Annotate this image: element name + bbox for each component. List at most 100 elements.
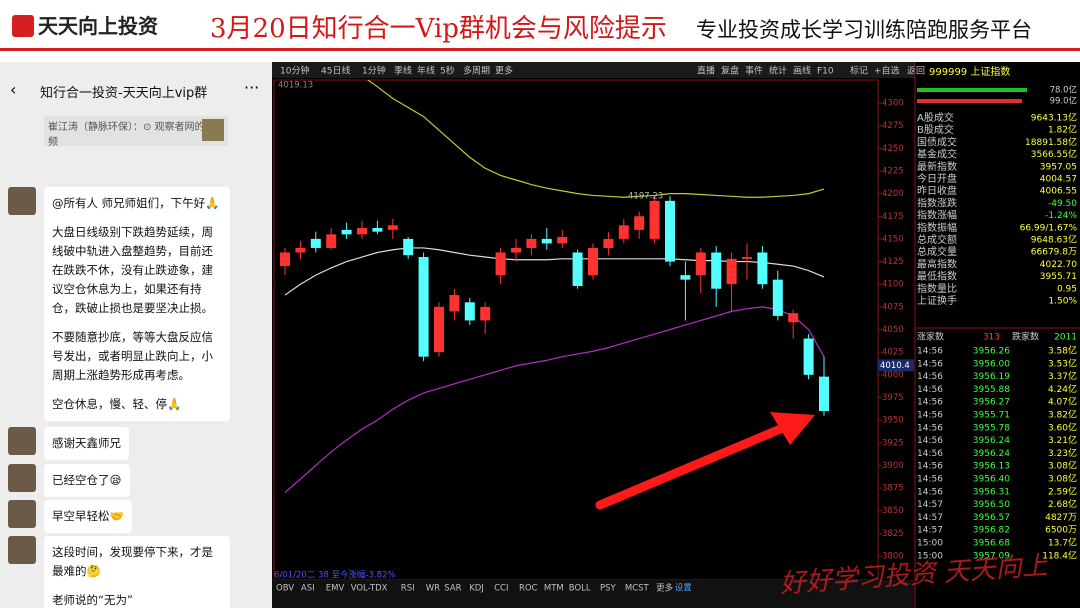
- period-tab[interactable]: 10分钟: [280, 65, 309, 77]
- candle-body: [341, 229, 352, 235]
- stat-value: 4022.70: [1040, 260, 1077, 270]
- tool-tab[interactable]: 画线: [793, 65, 811, 77]
- tick-time: 14:56: [917, 347, 943, 357]
- period-tab[interactable]: 年线: [417, 65, 435, 77]
- indicator-tab[interactable]: RSI: [401, 584, 415, 594]
- period-tab[interactable]: 多周期: [463, 65, 490, 77]
- candle-body: [541, 238, 552, 244]
- tick-time: 14:56: [917, 385, 943, 395]
- stat-label: 基金成交: [917, 148, 957, 161]
- stat-value: 3566.55亿: [1031, 148, 1077, 160]
- candle-body: [819, 376, 829, 412]
- indicator-tab[interactable]: MCST: [625, 584, 650, 594]
- index-name: 999999 上证指数: [929, 65, 1010, 78]
- tool-tab[interactable]: F10: [817, 67, 834, 77]
- candle-body: [357, 228, 367, 235]
- tick-volume: 3.21亿: [1048, 434, 1077, 446]
- candle-body: [695, 252, 706, 276]
- y-tick-label: 3900: [882, 461, 904, 471]
- indicator-tab[interactable]: PSY: [600, 584, 617, 594]
- stat-value: 9643.13亿: [1031, 112, 1077, 124]
- y-tick-label: 3925: [882, 438, 904, 448]
- message-text: 感谢天鑫师兄: [52, 436, 121, 450]
- candle-body: [772, 279, 783, 316]
- period-tab[interactable]: 季线: [394, 65, 412, 77]
- boll-line: [366, 80, 825, 198]
- indicator-tab[interactable]: VOL-TDX: [351, 584, 388, 594]
- indicator-tab[interactable]: MTM: [544, 584, 564, 594]
- message-text: 这段时间，发现要停下来，才是最难的🤔: [52, 545, 213, 578]
- tick-time: 14:56: [917, 475, 943, 485]
- tool-tab[interactable]: 复盘: [721, 65, 739, 77]
- message-text: 大盘日线级别下跌趋势延续，周线破中轨进入盘整趋势，目前还在跌跌不休，没有止跌迹象…: [52, 225, 213, 315]
- breadth: 2011: [1054, 333, 1077, 343]
- period-tab[interactable]: 更多: [495, 65, 513, 77]
- candle-body: [557, 237, 568, 244]
- stat-value: 9648.63亿: [1031, 234, 1077, 246]
- tool-tab[interactable]: 标记: [850, 65, 868, 77]
- stat-value: 66.99/1.67%: [1020, 223, 1078, 233]
- tick-price: 3955.71: [973, 411, 1010, 421]
- stat-value: 4006.55: [1040, 187, 1077, 197]
- candle-body: [665, 200, 675, 262]
- tool-tab[interactable]: 直播: [697, 65, 715, 77]
- y-tick-label: 4275: [882, 121, 904, 131]
- stat-value: 1.50%: [1048, 297, 1077, 307]
- indicator-tab[interactable]: CCI: [494, 584, 508, 594]
- tool-tab[interactable]: 统计: [769, 65, 787, 77]
- more-button[interactable]: ···: [244, 78, 260, 97]
- period-tab[interactable]: 5秒: [440, 65, 455, 77]
- tick-time: 14:57: [917, 513, 943, 523]
- indicator-tab[interactable]: SAR: [444, 584, 461, 594]
- indicator-tab[interactable]: 设置: [675, 583, 693, 594]
- stat-label: 最新指数: [917, 160, 957, 173]
- period-tab[interactable]: 1分钟: [362, 65, 386, 77]
- indicator-tab[interactable]: OBV: [276, 584, 294, 594]
- tick-time: 14:56: [917, 449, 943, 459]
- tick-volume: 3.60亿: [1048, 421, 1077, 433]
- stat-label: 指数量比: [917, 282, 957, 295]
- indicator-tab[interactable]: 更多: [656, 583, 674, 594]
- tick-volume: 3.23亿: [1048, 447, 1077, 459]
- tool-tab[interactable]: 事件: [745, 65, 763, 77]
- tick-volume: 4.24亿: [1048, 383, 1077, 395]
- back-button[interactable]: ‹: [10, 80, 17, 99]
- bubble: 感谢天鑫师兄: [44, 427, 129, 460]
- stat-value: 4004.57: [1040, 175, 1077, 185]
- avatar: [8, 187, 36, 215]
- indicator-tab[interactable]: BOLL: [569, 584, 591, 594]
- candle-body: [403, 238, 414, 256]
- tick-price: 3956.00: [973, 359, 1010, 369]
- tick-volume: 2.68亿: [1048, 498, 1077, 510]
- candle-body: [387, 225, 398, 230]
- y-tick-label: 4250: [882, 144, 904, 154]
- stat-label: 上证换手: [917, 294, 957, 307]
- slogan: 专业投资成长学习训练陪跑服务平台: [696, 18, 1032, 42]
- indicator-tab[interactable]: ROC: [519, 584, 538, 594]
- tick-time: 15:00: [917, 539, 943, 549]
- stat-label: B股成交: [917, 123, 954, 136]
- avatar: [8, 427, 36, 455]
- indicator-tab[interactable]: ASI: [301, 584, 315, 594]
- stat-label: 指数涨幅: [917, 209, 957, 222]
- tool-tab[interactable]: +自选: [874, 65, 900, 77]
- candle-body: [803, 338, 814, 375]
- tick-volume: 4.07亿: [1048, 396, 1077, 408]
- logo-text: 天天向上投资: [38, 14, 158, 38]
- tick-volume: 3.82亿: [1048, 409, 1077, 421]
- message-text: 已经空仓了😪: [52, 473, 122, 487]
- tick-volume: 3.08亿: [1048, 460, 1077, 472]
- y-tick-label: 3875: [882, 484, 904, 494]
- tick-price: 3956.57: [973, 513, 1010, 523]
- stat-label: 指数振幅: [917, 221, 957, 234]
- indicator-tab[interactable]: KDJ: [469, 584, 484, 594]
- candle-body: [434, 306, 444, 353]
- indicator-bar: [272, 580, 915, 608]
- y-tick-label: 4150: [882, 234, 904, 244]
- candle-body: [788, 313, 799, 323]
- indicator-tab[interactable]: EMV: [326, 584, 345, 594]
- indicator-tab[interactable]: WR: [426, 584, 440, 594]
- toolbar: [272, 62, 915, 78]
- tool-tab[interactable]: 返回: [907, 65, 925, 77]
- period-tab[interactable]: 45日线: [321, 65, 350, 77]
